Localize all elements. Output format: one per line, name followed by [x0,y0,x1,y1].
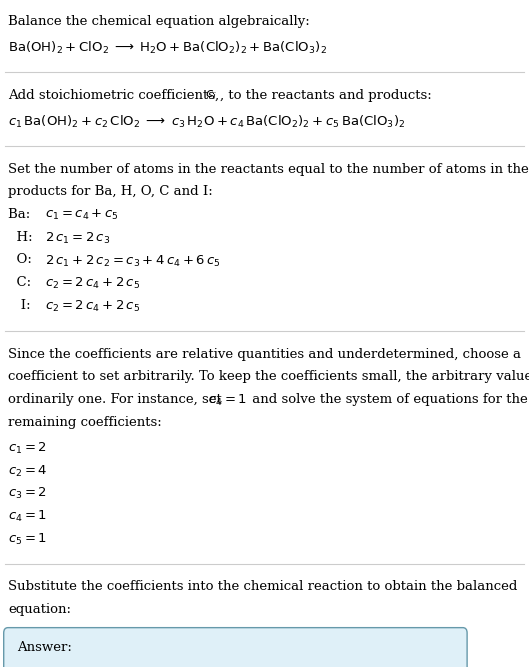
Text: $c_3 = 2$: $c_3 = 2$ [8,486,47,502]
Text: remaining coefficients:: remaining coefficients: [8,416,162,428]
Text: Substitute the coefficients into the chemical reaction to obtain the balanced: Substitute the coefficients into the che… [8,580,517,593]
Text: $c_1 = 2$: $c_1 = 2$ [8,441,47,456]
Text: O:: O: [8,253,36,266]
Text: $c_i$: $c_i$ [205,89,217,102]
Text: C:: C: [8,276,35,289]
Text: $2\,c_1 = 2\,c_3$: $2\,c_1 = 2\,c_3$ [45,231,111,246]
Text: $c_5 = 1$: $c_5 = 1$ [8,532,47,547]
Text: Since the coefficients are relative quantities and underdetermined, choose a: Since the coefficients are relative quan… [8,348,521,360]
Text: Answer:: Answer: [17,641,72,654]
Text: $c_1 = c_4 + c_5$: $c_1 = c_4 + c_5$ [45,208,119,222]
Text: $c_1\,\mathrm{Ba(OH)_2} + c_2\,\mathrm{ClO_2} \;\longrightarrow\; c_3\,\mathrm{H: $c_1\,\mathrm{Ba(OH)_2} + c_2\,\mathrm{C… [8,114,405,130]
Text: $c_2 = 2\,c_4 + 2\,c_5$: $c_2 = 2\,c_4 + 2\,c_5$ [45,276,140,291]
Text: I:: I: [8,299,35,311]
Text: equation:: equation: [8,603,71,616]
Text: $c_2 = 4$: $c_2 = 4$ [8,464,48,479]
FancyBboxPatch shape [4,628,467,667]
Text: products for Ba, H, O, C and I:: products for Ba, H, O, C and I: [8,185,213,198]
Text: coefficient to set arbitrarily. To keep the coefficients small, the arbitrary va: coefficient to set arbitrarily. To keep … [8,370,529,383]
Text: Balance the chemical equation algebraically:: Balance the chemical equation algebraica… [8,15,309,27]
Text: $c_4 = 1$: $c_4 = 1$ [8,509,47,524]
Text: $c_4 = 1$: $c_4 = 1$ [208,393,247,408]
Text: Ba:: Ba: [8,208,34,221]
Text: , to the reactants and products:: , to the reactants and products: [220,89,431,101]
Text: and solve the system of equations for the: and solve the system of equations for th… [248,393,527,406]
Text: $c_2 = 2\,c_4 + 2\,c_5$: $c_2 = 2\,c_4 + 2\,c_5$ [45,299,140,314]
Text: Add stoichiometric coefficients,: Add stoichiometric coefficients, [8,89,223,101]
Text: Set the number of atoms in the reactants equal to the number of atoms in the: Set the number of atoms in the reactants… [8,163,528,175]
Text: $2\,c_1 + 2\,c_2 = c_3 + 4\,c_4 + 6\,c_5$: $2\,c_1 + 2\,c_2 = c_3 + 4\,c_4 + 6\,c_5… [45,253,221,269]
Text: H:: H: [8,231,37,243]
Text: ordinarily one. For instance, set: ordinarily one. For instance, set [8,393,226,406]
Text: $\mathrm{Ba(OH)_2 + ClO_2 \;\longrightarrow\; H_2O + Ba(ClO_2)_2 + Ba(ClO_3)_2}$: $\mathrm{Ba(OH)_2 + ClO_2 \;\longrightar… [8,40,327,56]
